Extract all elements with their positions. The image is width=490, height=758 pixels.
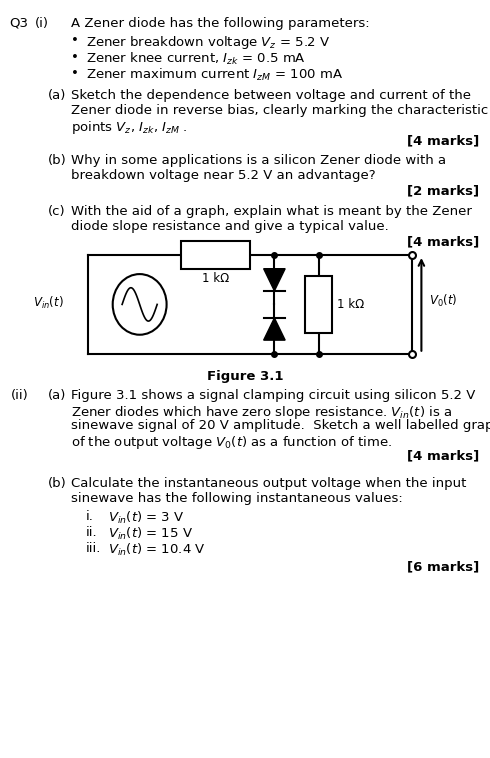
Text: $V_{in}(t)$ = 3 V: $V_{in}(t)$ = 3 V	[108, 509, 184, 525]
Text: sinewave signal of 20 V amplitude.  Sketch a well labelled graph: sinewave signal of 20 V amplitude. Sketc…	[71, 419, 490, 433]
Text: $V_{in}(t)$: $V_{in}(t)$	[33, 295, 64, 311]
Text: Calculate the instantaneous output voltage when the input: Calculate the instantaneous output volta…	[71, 477, 466, 490]
Text: (b): (b)	[48, 477, 67, 490]
Text: Zener maximum current $I_{zM}$ = 100 mA: Zener maximum current $I_{zM}$ = 100 mA	[86, 67, 343, 83]
Text: $V_0(t)$: $V_0(t)$	[429, 293, 457, 309]
Text: points $V_z$, $I_{zk}$, $I_{zM}$ .: points $V_z$, $I_{zk}$, $I_{zM}$ .	[71, 119, 188, 136]
Text: Figure 3.1 shows a signal clamping circuit using silicon 5.2 V: Figure 3.1 shows a signal clamping circu…	[71, 390, 475, 402]
Text: [4 marks]: [4 marks]	[407, 235, 479, 248]
Text: Why in some applications is a silicon Zener diode with a: Why in some applications is a silicon Ze…	[71, 155, 446, 168]
Text: 1 kΩ: 1 kΩ	[337, 298, 365, 311]
Text: Zener knee current, $I_{zk}$ = 0.5 mA: Zener knee current, $I_{zk}$ = 0.5 mA	[86, 51, 306, 67]
Text: (b): (b)	[48, 155, 67, 168]
Text: diode slope resistance and give a typical value.: diode slope resistance and give a typica…	[71, 220, 389, 233]
Text: [4 marks]: [4 marks]	[407, 449, 479, 462]
Text: Zener breakdown voltage $V_z$ = 5.2 V: Zener breakdown voltage $V_z$ = 5.2 V	[86, 34, 330, 52]
Text: iii.: iii.	[86, 542, 101, 556]
Text: [4 marks]: [4 marks]	[407, 134, 479, 147]
Text: ii.: ii.	[86, 526, 98, 539]
Bar	[181, 242, 250, 269]
Text: 1 kΩ: 1 kΩ	[202, 272, 229, 285]
Text: With the aid of a graph, explain what is meant by the Zener: With the aid of a graph, explain what is…	[71, 205, 472, 218]
Text: Sketch the dependence between voltage and current of the: Sketch the dependence between voltage an…	[71, 89, 471, 102]
Text: •: •	[71, 51, 79, 64]
Text: A Zener diode has the following parameters:: A Zener diode has the following paramete…	[71, 17, 369, 30]
Text: $V_{in}(t)$ = 15 V: $V_{in}(t)$ = 15 V	[108, 526, 193, 542]
Text: Q3: Q3	[9, 17, 28, 30]
Text: [6 marks]: [6 marks]	[407, 560, 479, 573]
Text: Figure 3.1: Figure 3.1	[207, 371, 283, 384]
Text: breakdown voltage near 5.2 V an advantage?: breakdown voltage near 5.2 V an advantag…	[71, 170, 376, 183]
Text: •: •	[71, 34, 79, 48]
Text: i.: i.	[86, 509, 94, 522]
Text: (a): (a)	[48, 89, 67, 102]
Text: (i): (i)	[35, 17, 49, 30]
Text: of the output voltage $V_0(t)$ as a function of time.: of the output voltage $V_0(t)$ as a func…	[71, 434, 392, 452]
Text: (ii): (ii)	[11, 390, 28, 402]
Text: [2 marks]: [2 marks]	[407, 184, 479, 198]
Polygon shape	[264, 318, 285, 340]
Text: Zener diode in reverse bias, clearly marking the characteristic: Zener diode in reverse bias, clearly mar…	[71, 104, 489, 117]
Text: sinewave has the following instantaneous values:: sinewave has the following instantaneous…	[71, 492, 403, 505]
Polygon shape	[264, 268, 285, 291]
Text: (a): (a)	[48, 390, 67, 402]
Text: $V_{in}(t)$ = 10.4 V: $V_{in}(t)$ = 10.4 V	[108, 542, 205, 559]
Text: (c): (c)	[48, 205, 66, 218]
Text: •: •	[71, 67, 79, 80]
Text: Zener diodes which have zero slope resistance. $V_{in}(t)$ is a: Zener diodes which have zero slope resis…	[71, 405, 452, 421]
Ellipse shape	[113, 274, 167, 335]
Bar	[305, 276, 332, 334]
